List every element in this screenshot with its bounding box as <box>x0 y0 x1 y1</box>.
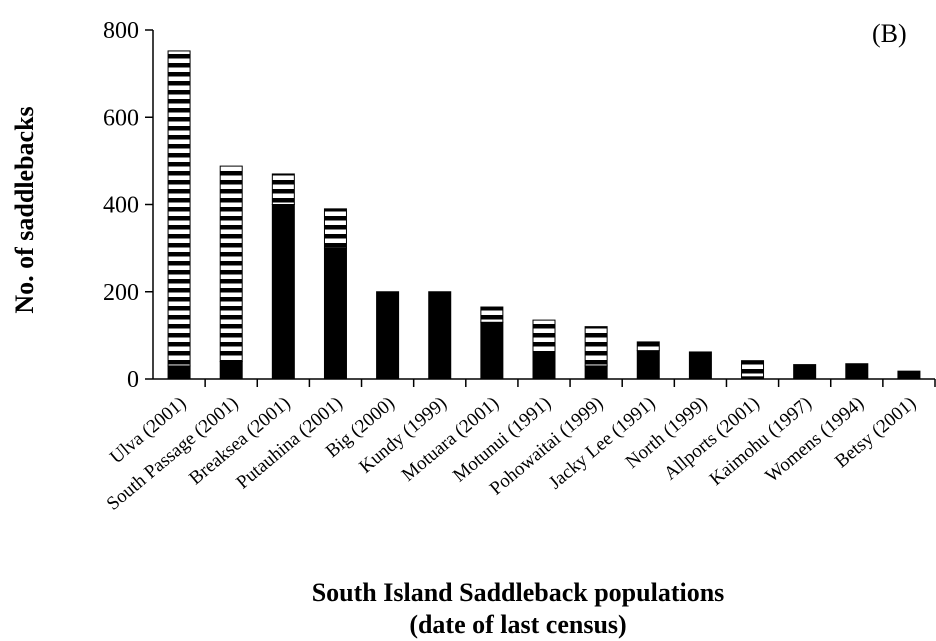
bar-solid-9 <box>636 350 660 380</box>
bar-striped-2 <box>271 173 295 205</box>
bar-striped-3 <box>323 208 347 249</box>
bar-solid-7 <box>532 352 556 380</box>
bar-solid-10 <box>688 351 712 380</box>
x-axis-title-line-1: South Island Saddleback populations <box>312 578 725 607</box>
bar-striped-11 <box>741 360 765 378</box>
y-tick-label-0: 0 <box>127 367 139 393</box>
bar-solid-1 <box>219 361 243 380</box>
y-tick-label-1: 200 <box>103 280 139 306</box>
y-axis-title: No. of saddlebacks <box>10 106 39 313</box>
bar-striped-6 <box>480 306 504 323</box>
y-tick-label-4: 800 <box>103 18 139 44</box>
bar-solid-12 <box>793 364 817 380</box>
panel-label: (B) <box>872 19 907 48</box>
y-tick-label-2: 400 <box>103 193 139 219</box>
bar-striped-7 <box>532 319 556 354</box>
bar-solid-5 <box>428 291 452 380</box>
bar-striped-1 <box>219 165 243 363</box>
bar-solid-4 <box>376 291 400 380</box>
x-axis-title-line-2: (date of last census) <box>409 610 626 639</box>
bar-solid-14 <box>897 370 921 380</box>
y-tick-label-3: 600 <box>103 105 139 131</box>
bars <box>167 50 921 380</box>
bar-solid-2 <box>271 204 295 380</box>
bar-striped-0 <box>167 50 191 367</box>
bar-striped-9 <box>636 341 660 352</box>
bar-striped-8 <box>584 326 608 367</box>
bar-solid-13 <box>845 363 869 380</box>
bar-solid-0 <box>167 365 191 380</box>
bar-solid-8 <box>584 365 608 380</box>
bar-solid-3 <box>323 247 347 380</box>
bar-solid-6 <box>480 321 504 380</box>
